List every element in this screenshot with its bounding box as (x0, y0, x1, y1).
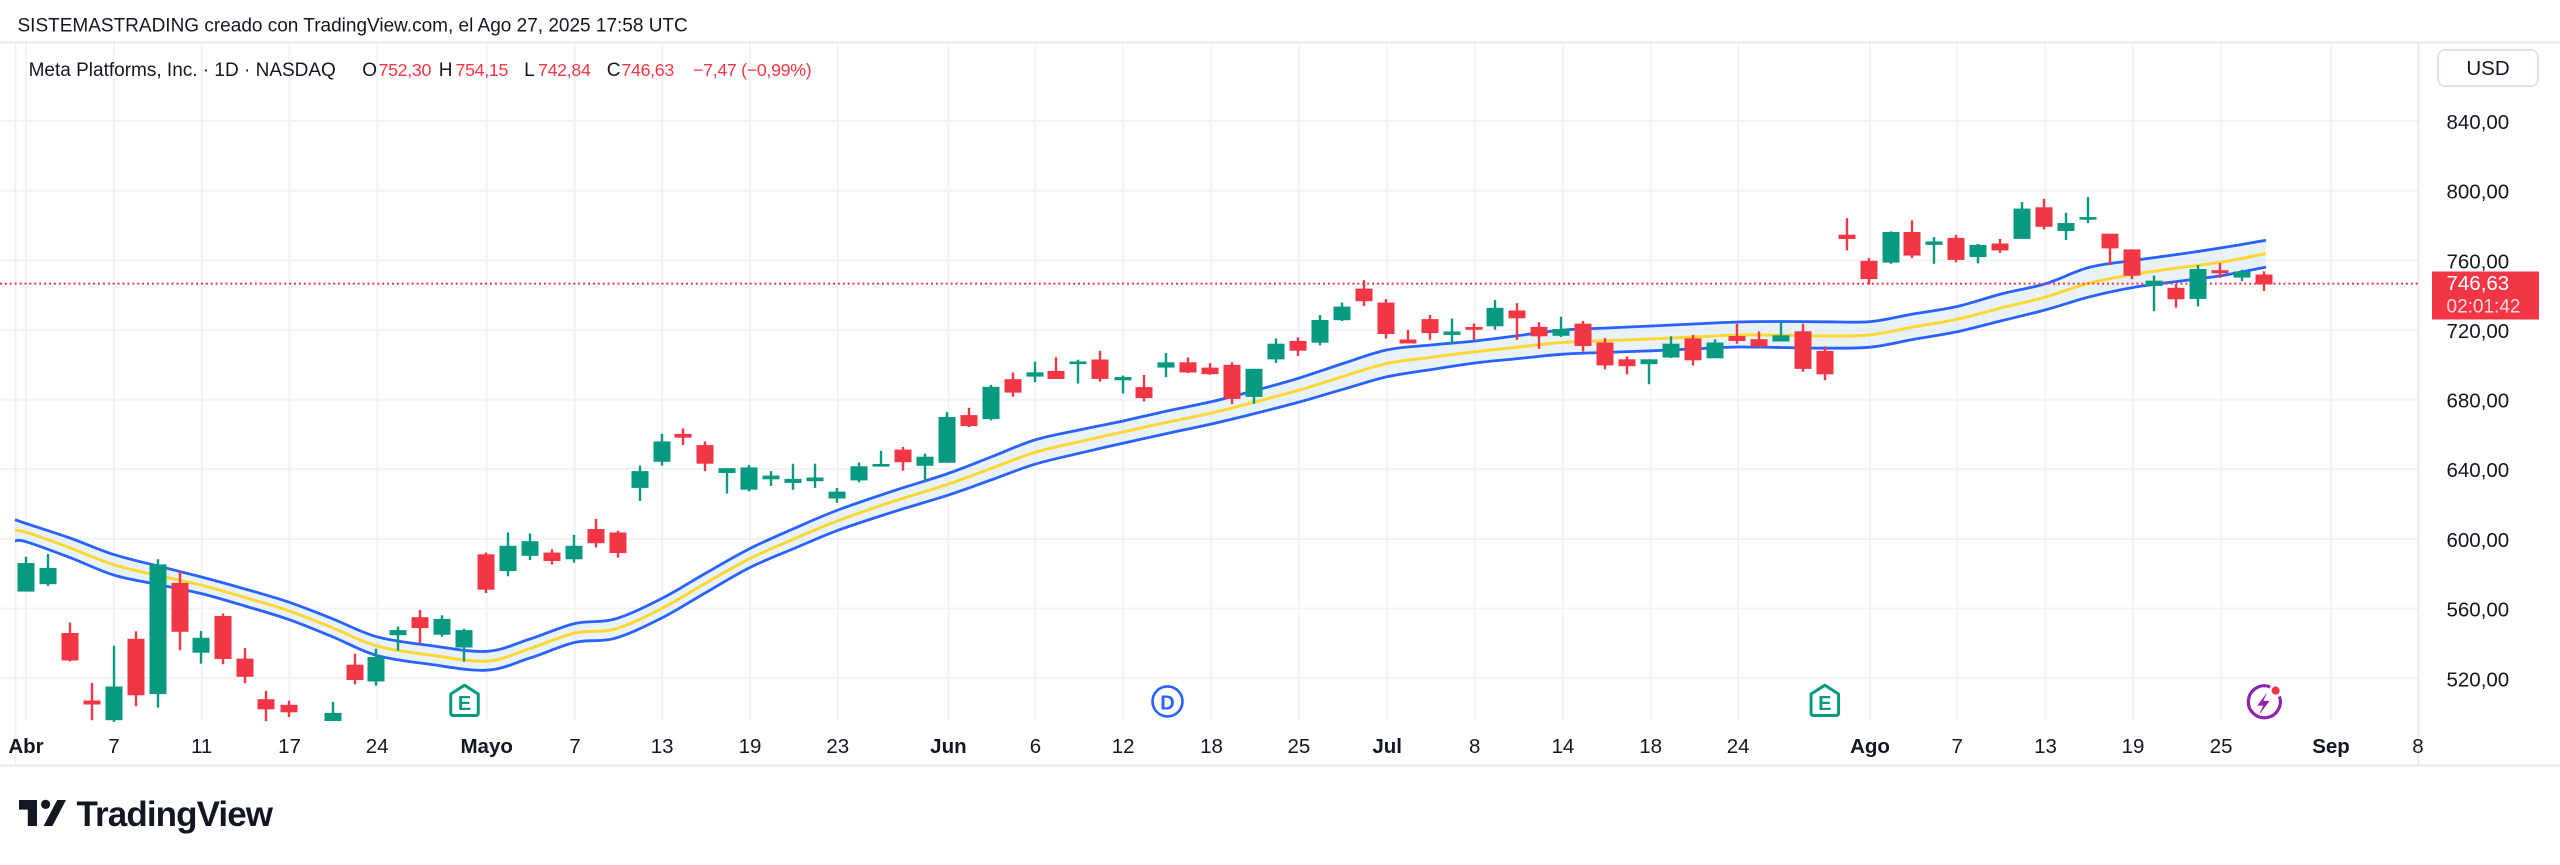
svg-text:18: 18 (1639, 735, 1662, 758)
svg-text:H: H (439, 60, 453, 81)
svg-text:O: O (362, 60, 377, 81)
svg-text:Abr: Abr (8, 735, 43, 758)
svg-text:752,30: 752,30 (379, 60, 432, 80)
svg-text:USD: USD (2466, 57, 2509, 80)
svg-text:746,63: 746,63 (621, 60, 674, 80)
svg-text:Jul: Jul (1372, 735, 1402, 758)
svg-text:742,84: 742,84 (538, 60, 591, 80)
svg-text:560,00: 560,00 (2447, 599, 2510, 622)
svg-text:7: 7 (108, 735, 119, 758)
svg-text:19: 19 (2122, 735, 2145, 758)
svg-text:8: 8 (1469, 735, 1480, 758)
svg-text:12: 12 (1112, 735, 1135, 758)
svg-text:14: 14 (1551, 735, 1574, 758)
svg-text:13: 13 (2034, 735, 2057, 758)
svg-text:D: D (1160, 693, 1174, 715)
svg-text:19: 19 (739, 735, 762, 758)
svg-text:800,00: 800,00 (2447, 181, 2510, 204)
svg-text:E: E (458, 693, 471, 715)
svg-text:17: 17 (278, 735, 301, 758)
svg-text:8: 8 (2412, 735, 2423, 758)
svg-text:24: 24 (1727, 735, 1750, 758)
svg-text:23: 23 (826, 735, 849, 758)
svg-text:754,15: 754,15 (456, 60, 509, 80)
svg-text:18: 18 (1200, 735, 1223, 758)
svg-text:520,00: 520,00 (2447, 668, 2510, 691)
svg-text:Ago: Ago (1850, 735, 1890, 758)
svg-text:Mayo: Mayo (460, 735, 512, 758)
svg-text:02:01:42: 02:01:42 (2447, 297, 2521, 318)
svg-text:600,00: 600,00 (2447, 529, 2510, 552)
svg-text:25: 25 (1287, 735, 1310, 758)
svg-text:7: 7 (569, 735, 580, 758)
svg-text:L: L (524, 60, 535, 81)
svg-text:TradingView: TradingView (77, 795, 274, 834)
svg-text:−7,47 (−0,99%): −7,47 (−0,99%) (693, 60, 811, 80)
svg-text:746,63: 746,63 (2447, 272, 2510, 295)
svg-text:E: E (1818, 693, 1831, 715)
svg-text:11: 11 (191, 735, 212, 758)
svg-text:24: 24 (366, 735, 389, 758)
svg-text:Meta Platforms, Inc. · 1D · NA: Meta Platforms, Inc. · 1D · NASDAQ (29, 60, 336, 81)
svg-text:840,00: 840,00 (2447, 111, 2510, 134)
svg-text:13: 13 (651, 735, 674, 758)
svg-text:SISTEMASTRADING creado con Tra: SISTEMASTRADING creado con TradingView.c… (18, 16, 688, 37)
svg-text:7: 7 (1951, 735, 1962, 758)
svg-text:Sep: Sep (2312, 735, 2350, 758)
svg-text:C: C (607, 60, 621, 81)
svg-text:6: 6 (1030, 735, 1041, 758)
svg-text:720,00: 720,00 (2447, 320, 2510, 343)
svg-text:680,00: 680,00 (2447, 390, 2510, 413)
svg-text:640,00: 640,00 (2447, 459, 2510, 482)
svg-text:Jun: Jun (930, 735, 966, 758)
svg-text:25: 25 (2210, 735, 2233, 758)
svg-text:760,00: 760,00 (2447, 250, 2510, 273)
